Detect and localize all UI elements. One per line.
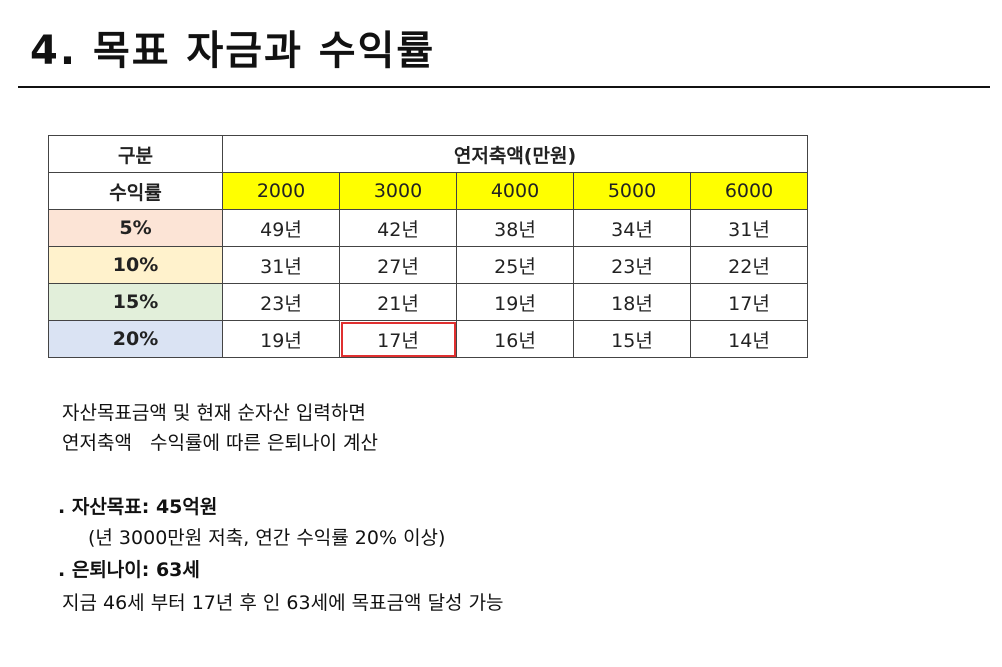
column-header: 6000 [690, 172, 808, 210]
cell: 19년 [222, 320, 340, 358]
row-label: 20% [48, 320, 223, 358]
cell: 23년 [573, 246, 691, 284]
cell: 27년 [339, 246, 457, 284]
data-row: 15% 23년 21년 19년 18년 17년 [48, 283, 808, 321]
cell: 17년 [339, 320, 457, 358]
header-row: 구분 연저축액(만원) [48, 135, 808, 173]
cell: 42년 [339, 209, 457, 247]
cell: 14년 [690, 320, 808, 358]
cell: 22년 [690, 246, 808, 284]
cell: 15년 [573, 320, 691, 358]
data-row: 10% 31년 27년 25년 23년 22년 [48, 246, 808, 284]
cell: 31년 [222, 246, 340, 284]
header-cell: 연저축액(만원) [222, 135, 808, 173]
note: 연저축액 수익률에 따른 은퇴나이 계산 [62, 432, 378, 454]
title: 4. 목표 자금과 수익률 [30, 28, 436, 74]
column-header: 2000 [222, 172, 340, 210]
cell: 16년 [456, 320, 574, 358]
row-label: 10% [48, 246, 223, 284]
note: . 자산목표: 45억원 [58, 496, 218, 518]
cell: 38년 [456, 209, 574, 247]
table: 구분 연저축액(만원) 수익률 2000 3000 4000 5000 6000 5% 4… [48, 135, 808, 358]
cell: 49년 [222, 209, 340, 247]
cell: 18년 [573, 283, 691, 321]
cell: 34년 [573, 209, 691, 247]
cell: 19년 [456, 283, 574, 321]
note: 자산목표금액 및 현재 순자산 입력하면 [62, 402, 366, 424]
cell: 17년 [690, 283, 808, 321]
cell: 21년 [339, 283, 457, 321]
header-cell: 수익률 [48, 172, 223, 210]
table-body: 구분 연저축액(만원) 수익률 2000 3000 4000 5000 6000 5% 4… [48, 135, 808, 358]
data-row: 5% 49년 42년 38년 34년 31년 [48, 209, 808, 247]
title-rule [18, 86, 990, 88]
column-header: 3000 [339, 172, 457, 210]
data-row: 20% 19년 17년 16년 15년 14년 [48, 320, 808, 358]
row-label: 5% [48, 209, 223, 247]
note: (년 3000만원 저축, 연간 수익률 20% 이상) [88, 527, 446, 549]
cell: 31년 [690, 209, 808, 247]
cell: 25년 [456, 246, 574, 284]
header-row: 수익률 2000 3000 4000 5000 6000 [48, 172, 808, 210]
header-cell: 구분 [48, 135, 223, 173]
cell: 23년 [222, 283, 340, 321]
note: 지금 46세 부터 17년 후 인 63세에 목표금액 달성 가능 [62, 592, 504, 614]
column-header: 4000 [456, 172, 574, 210]
note: . 은퇴나이: 63세 [58, 559, 200, 581]
row-label: 15% [48, 283, 223, 321]
column-header: 5000 [573, 172, 691, 210]
